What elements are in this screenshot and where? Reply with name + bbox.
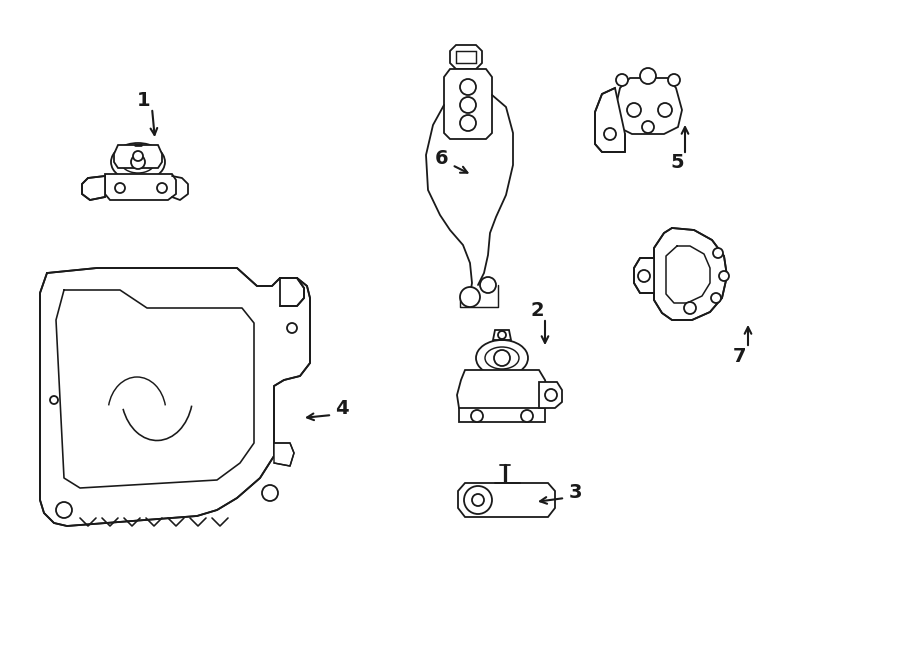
Polygon shape: [457, 370, 549, 415]
Polygon shape: [493, 330, 511, 340]
Circle shape: [287, 323, 297, 333]
Circle shape: [711, 293, 721, 303]
Circle shape: [642, 121, 654, 133]
Polygon shape: [82, 176, 105, 200]
Circle shape: [684, 302, 696, 314]
Text: 3: 3: [568, 483, 581, 502]
Polygon shape: [280, 278, 304, 306]
Polygon shape: [105, 174, 176, 200]
Circle shape: [133, 151, 143, 161]
Circle shape: [616, 74, 628, 86]
Polygon shape: [114, 145, 162, 168]
Circle shape: [640, 68, 656, 84]
Circle shape: [262, 485, 278, 501]
Circle shape: [56, 502, 72, 518]
Polygon shape: [595, 88, 625, 152]
Circle shape: [460, 79, 476, 95]
Circle shape: [50, 396, 58, 404]
Circle shape: [471, 410, 483, 422]
Text: 7: 7: [734, 346, 747, 366]
Polygon shape: [654, 228, 727, 320]
Polygon shape: [456, 51, 476, 63]
Text: 4: 4: [335, 399, 349, 418]
Circle shape: [498, 331, 506, 339]
Circle shape: [480, 277, 496, 293]
Circle shape: [460, 115, 476, 131]
Circle shape: [494, 350, 510, 366]
Text: 2: 2: [530, 301, 544, 319]
Circle shape: [638, 270, 650, 282]
Circle shape: [460, 97, 476, 113]
Polygon shape: [458, 483, 555, 517]
Circle shape: [668, 74, 680, 86]
Circle shape: [658, 103, 672, 117]
Text: 6: 6: [436, 149, 449, 167]
Text: 5: 5: [670, 153, 684, 173]
Polygon shape: [40, 268, 310, 526]
Circle shape: [115, 183, 125, 193]
Circle shape: [472, 494, 484, 506]
Text: 1: 1: [137, 91, 151, 110]
Circle shape: [627, 103, 641, 117]
Polygon shape: [634, 258, 654, 293]
Circle shape: [464, 486, 492, 514]
Circle shape: [157, 183, 167, 193]
Circle shape: [713, 248, 723, 258]
Circle shape: [545, 389, 557, 401]
Circle shape: [131, 155, 145, 169]
Circle shape: [604, 128, 616, 140]
Polygon shape: [539, 382, 562, 408]
Circle shape: [719, 271, 729, 281]
Polygon shape: [450, 45, 482, 69]
Polygon shape: [615, 78, 682, 134]
Circle shape: [521, 410, 533, 422]
Polygon shape: [459, 408, 545, 422]
Polygon shape: [444, 69, 492, 139]
Polygon shape: [274, 443, 294, 466]
Circle shape: [460, 287, 480, 307]
